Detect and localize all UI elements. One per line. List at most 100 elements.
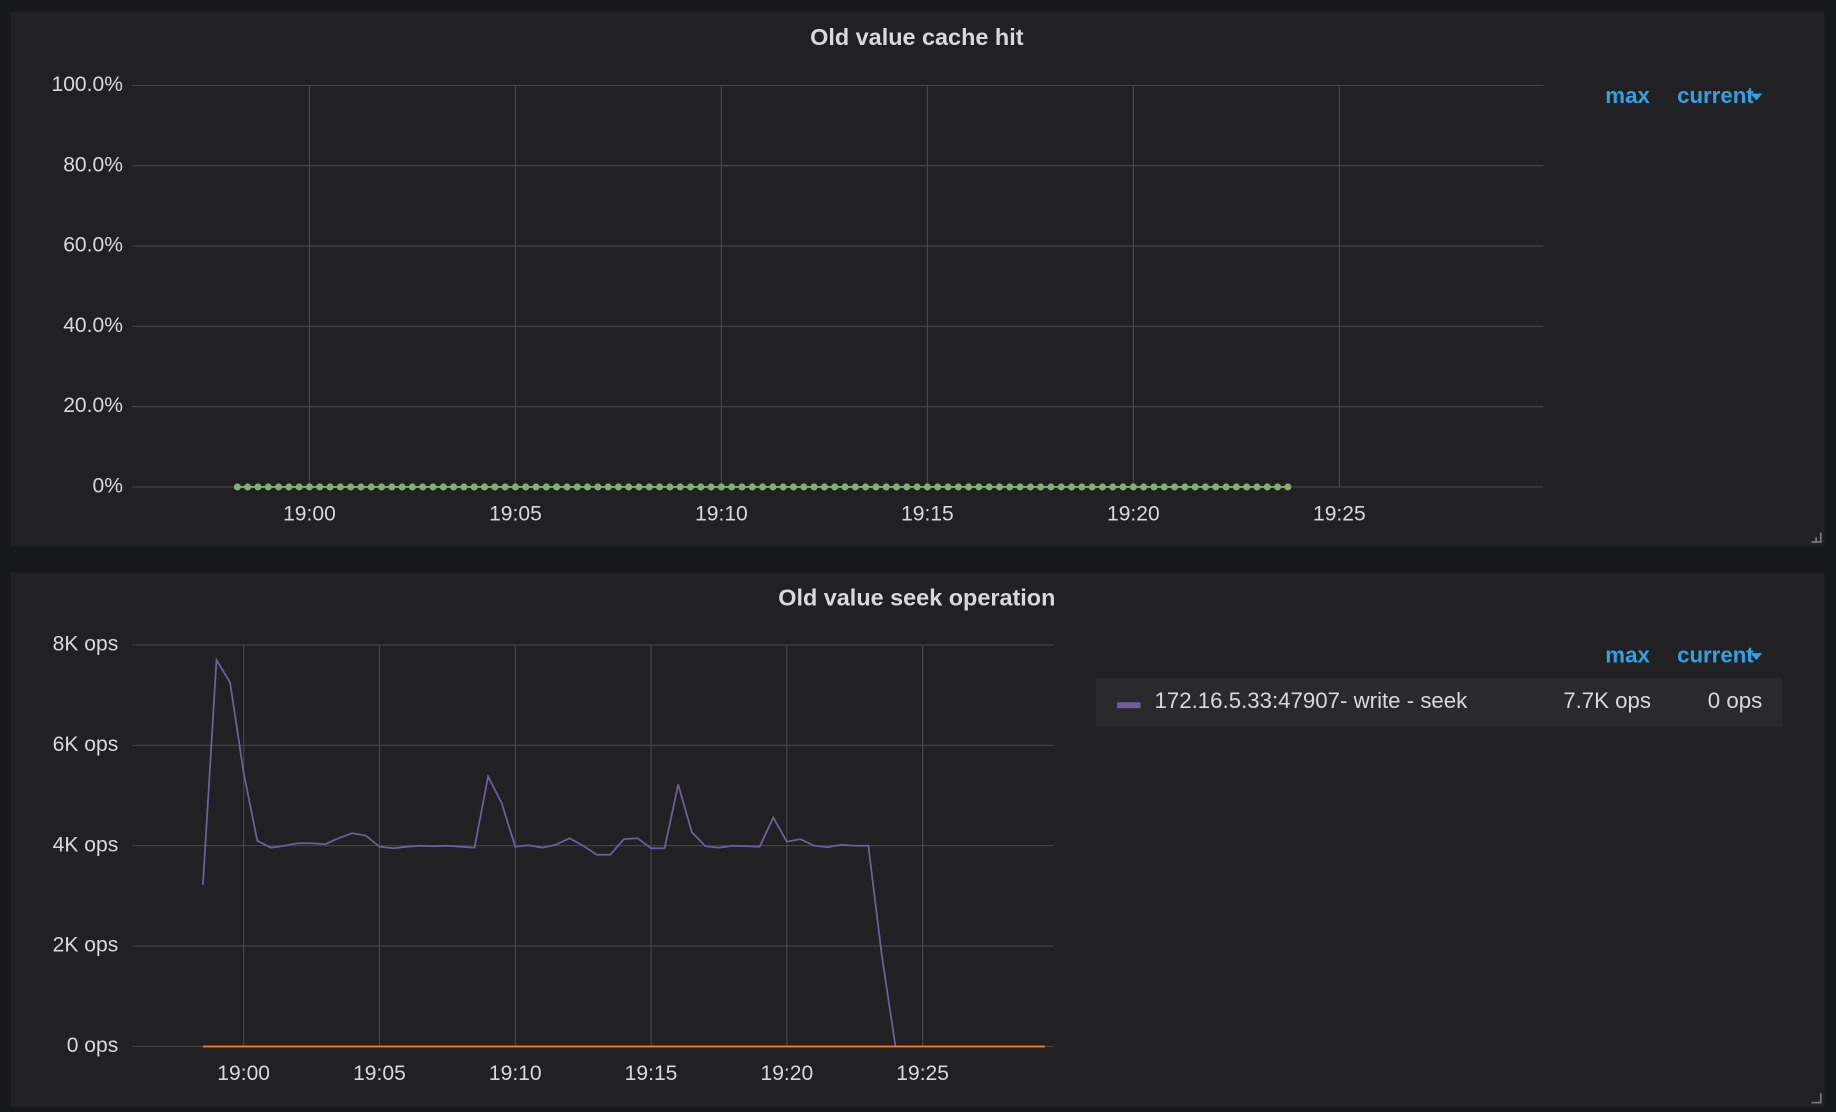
data-point <box>1098 483 1106 491</box>
x-tick-label: 19:00 <box>283 503 336 526</box>
y-tick-label: 6K ops <box>53 733 119 756</box>
data-point <box>1201 483 1209 491</box>
data-point <box>264 483 272 491</box>
data-point <box>707 483 715 491</box>
x-tick-label: 19:20 <box>1107 503 1160 526</box>
data-point <box>738 483 746 491</box>
data-point <box>429 483 437 491</box>
data-point <box>934 483 942 491</box>
data-point <box>347 483 355 491</box>
legend-row[interactable] <box>1095 677 1783 727</box>
data-point <box>1119 483 1127 491</box>
data-point <box>944 483 952 491</box>
legend-value: 7.7K ops <box>1563 688 1651 713</box>
data-point <box>1068 483 1076 491</box>
data-point <box>748 483 756 491</box>
legend-swatch <box>1117 702 1141 709</box>
data-point <box>965 483 973 491</box>
data-point <box>336 483 344 491</box>
data-point <box>357 483 365 491</box>
data-point <box>635 483 643 491</box>
data-point <box>1129 483 1137 491</box>
sort-caret <box>1750 93 1763 101</box>
data-point <box>1026 483 1034 491</box>
legend-header[interactable]: current <box>1677 83 1754 108</box>
data-point <box>1212 483 1220 491</box>
data-point <box>1140 483 1148 491</box>
data-point <box>594 483 602 491</box>
data-point <box>1037 483 1045 491</box>
x-tick-label: 19:15 <box>625 1062 678 1085</box>
resize-handle[interactable] <box>1811 532 1822 1104</box>
data-point <box>903 483 911 491</box>
x-tick-label: 19:15 <box>901 503 954 526</box>
y-tick-label: 4K ops <box>53 833 119 856</box>
data-point <box>584 483 592 491</box>
data-point <box>316 483 324 491</box>
data-point <box>1222 483 1230 491</box>
data-point <box>367 483 375 491</box>
data-point <box>573 483 581 491</box>
data-point <box>275 483 283 491</box>
data-point <box>800 483 808 491</box>
data-point <box>995 483 1003 491</box>
x-tick-label: 19:20 <box>760 1062 813 1085</box>
y-tick-label: 20.0% <box>63 394 123 417</box>
sort-caret <box>1750 653 1763 661</box>
data-point <box>954 483 962 491</box>
y-tick-label: 2K ops <box>53 934 119 957</box>
data-point <box>789 483 798 491</box>
data-point <box>326 483 334 491</box>
data-point <box>656 483 664 491</box>
x-tick-label: 19:05 <box>489 503 542 526</box>
series-line <box>202 657 897 1047</box>
data-point <box>460 483 468 491</box>
y-tick-label: 100.0% <box>51 73 122 96</box>
data-point <box>604 483 612 491</box>
data-point <box>1016 483 1024 491</box>
data-point <box>1253 483 1261 491</box>
panel <box>10 572 1825 1108</box>
legend-header[interactable]: max <box>1605 643 1650 668</box>
data-point <box>913 483 921 491</box>
data-point <box>419 483 427 491</box>
data-point <box>831 483 839 491</box>
data-point <box>1057 483 1065 491</box>
data-point <box>1088 483 1096 491</box>
data-point <box>285 483 293 491</box>
y-tick-label: 80.0% <box>63 153 123 176</box>
legend-header[interactable]: max <box>1605 83 1650 108</box>
data-point <box>439 483 447 491</box>
legend-header[interactable]: current <box>1677 643 1754 668</box>
data-point <box>851 483 859 491</box>
data-point <box>985 483 993 491</box>
data-point <box>398 483 406 491</box>
data-point <box>532 483 540 491</box>
data-point <box>697 483 705 491</box>
data-point <box>501 483 509 491</box>
data-point <box>1284 483 1292 491</box>
legend-value: 0 ops <box>1708 688 1762 713</box>
data-point <box>305 483 313 491</box>
data-point <box>1191 483 1199 491</box>
data-point <box>408 483 416 491</box>
legend-label[interactable]: 172.16.5.33:47907- write - seek <box>1155 688 1469 713</box>
data-point <box>511 483 519 491</box>
y-tick-label: 40.0% <box>63 314 123 337</box>
x-tick-label: 19:25 <box>896 1062 949 1085</box>
data-point <box>295 483 303 491</box>
y-tick-label: 0 ops <box>67 1034 119 1057</box>
data-point <box>1150 483 1158 491</box>
data-point <box>1243 483 1251 491</box>
data-point <box>1274 483 1282 491</box>
data-point <box>254 483 262 491</box>
data-point <box>233 483 241 491</box>
panel-title: Old value cache hit <box>810 24 1024 50</box>
data-point <box>820 483 828 491</box>
data-point <box>717 483 725 491</box>
data-point <box>1263 483 1271 491</box>
x-tick-label: 19:05 <box>353 1062 406 1085</box>
data-point <box>666 483 674 491</box>
data-point <box>676 483 684 491</box>
